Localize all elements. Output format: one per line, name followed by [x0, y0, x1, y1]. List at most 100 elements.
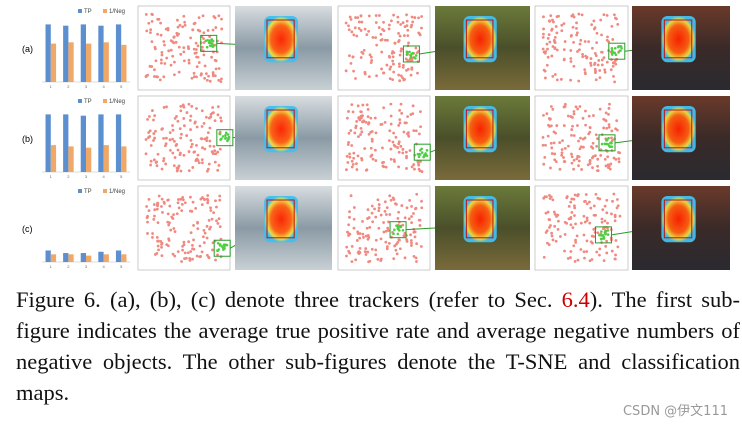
- tsne-point: [410, 23, 414, 27]
- tsne-point: [577, 159, 581, 163]
- tsne-point: [160, 254, 164, 257]
- tsne-point: [589, 206, 593, 210]
- tsne-point: [195, 65, 199, 69]
- tsne-point: [545, 195, 548, 199]
- tsne-point: [578, 48, 581, 52]
- tsne-point: [610, 136, 613, 140]
- tsne-point: [186, 45, 190, 49]
- tsne-point: [570, 161, 574, 165]
- tsne-point: [160, 205, 163, 208]
- tsne-point: [553, 224, 557, 228]
- tsne-point: [189, 231, 193, 235]
- tsne-point: [205, 136, 209, 140]
- tsne-point: [193, 21, 197, 25]
- tsne-point: [149, 28, 153, 32]
- tsne-point: [405, 238, 408, 241]
- tsne-point: [593, 26, 597, 30]
- tsne-point: [397, 140, 401, 144]
- tsne-point: [177, 206, 181, 210]
- tsne-point: [591, 141, 595, 145]
- tsne-point: [616, 198, 619, 201]
- row-label: (c): [22, 224, 33, 234]
- tsne-point: [607, 123, 611, 127]
- tsne-point: [201, 14, 205, 18]
- tsne-point: [198, 244, 202, 248]
- tsne-point: [558, 141, 562, 144]
- bar: [98, 25, 104, 82]
- tsne-point: [192, 71, 196, 75]
- tsne-point: [409, 239, 413, 242]
- legend-swatch: [103, 99, 107, 103]
- tsne-point: [592, 19, 596, 23]
- tsne-point: [590, 46, 594, 50]
- tsne-point: [169, 48, 173, 52]
- tsne-point: [211, 71, 215, 74]
- tsne-point: [212, 15, 216, 18]
- tsne-point: [576, 258, 580, 262]
- tsne-point: [183, 251, 187, 255]
- tsne-point: [563, 102, 567, 106]
- tsne-point: [400, 47, 404, 51]
- section-link[interactable]: 6.4: [561, 287, 590, 312]
- tsne-point: [405, 167, 408, 170]
- tsne-point: [384, 229, 388, 233]
- tsne-point: [204, 72, 208, 76]
- tsne-point: [579, 145, 583, 149]
- bar: [45, 24, 51, 82]
- tsne-point: [354, 16, 357, 19]
- tsne-point: [206, 38, 209, 42]
- tsne-point: [202, 241, 206, 245]
- tsne-point: [580, 13, 584, 17]
- tsne-point: [563, 220, 567, 224]
- tsne-point: [160, 50, 164, 54]
- tsne-point: [424, 152, 427, 155]
- tsne-point: [164, 142, 168, 146]
- tsne-point: [594, 54, 598, 58]
- tsne-point: [610, 141, 613, 145]
- tsne-point: [570, 152, 573, 156]
- tsne-point: [209, 206, 212, 210]
- target-box: [266, 109, 295, 149]
- tsne-point: [356, 16, 360, 20]
- tsne-point: [360, 20, 364, 24]
- tsne-point: [611, 38, 615, 41]
- tsne-point: [577, 79, 581, 83]
- tsne-point: [394, 202, 397, 206]
- tsne-point: [584, 193, 588, 196]
- tsne-point: [162, 105, 166, 109]
- tsne-point: [377, 26, 381, 29]
- tsne-point: [544, 76, 547, 80]
- tsne-point: [160, 53, 164, 57]
- tsne-point: [223, 245, 226, 248]
- tsne-point: [151, 232, 154, 235]
- tsne-point: [146, 214, 149, 218]
- tsne-point: [618, 214, 622, 218]
- tsne-point: [389, 114, 393, 118]
- tsne-point: [384, 165, 388, 169]
- tsne-point: [560, 148, 564, 151]
- tsne-point: [405, 68, 408, 72]
- tsne-point: [541, 35, 545, 39]
- tsne-point: [173, 139, 176, 143]
- tsne-point: [554, 131, 557, 135]
- tsne-point: [598, 247, 602, 251]
- tsne-point: [217, 14, 221, 18]
- tsne-point: [608, 167, 612, 171]
- tsne-point: [345, 245, 349, 249]
- tsne-point: [173, 73, 176, 77]
- tsne-point: [400, 111, 404, 115]
- tsne-point: [566, 257, 570, 260]
- tsne-point: [155, 203, 159, 207]
- tsne-point: [409, 233, 412, 237]
- tsne-point: [211, 45, 215, 48]
- tsne-point: [153, 45, 157, 49]
- tsne-point: [176, 148, 180, 152]
- tsne-point: [578, 105, 582, 108]
- tsne-point: [609, 162, 613, 166]
- tsne-point: [179, 169, 183, 173]
- tsne-point: [183, 201, 187, 205]
- tsne-point: [349, 194, 353, 198]
- tsne-point: [206, 199, 210, 202]
- tsne-point: [162, 40, 166, 43]
- tsne-point: [178, 23, 182, 27]
